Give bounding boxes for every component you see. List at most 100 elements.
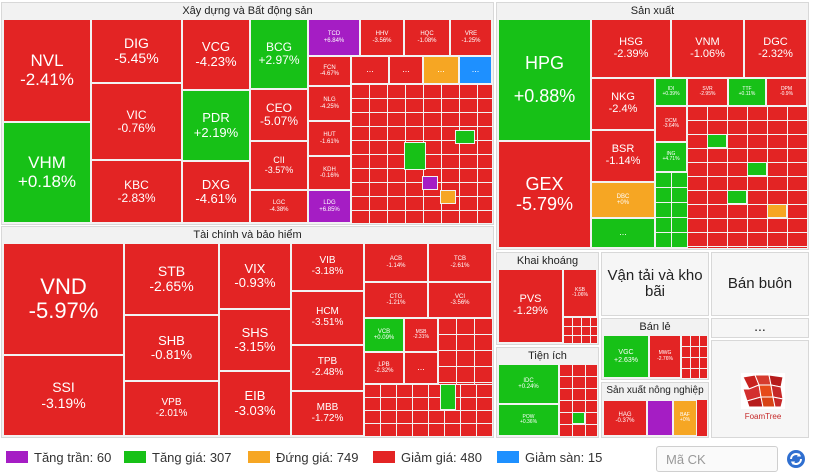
tile-symbol: VPB	[161, 396, 182, 408]
tile-DGC[interactable]: DGC -2.32%	[744, 19, 807, 78]
legend-item-tang-tran: Tăng trần: 60	[6, 448, 111, 466]
tile-VGC[interactable]: VGC +2.63%	[603, 335, 649, 378]
tile-VCI[interactable]: VCI -3.56%	[428, 282, 492, 318]
tile-HAG[interactable]: HAG -0.37%	[603, 400, 647, 436]
tile-DIG[interactable]: DIG -5.45%	[91, 19, 182, 83]
tile-BCG[interactable]: BCG +2.97%	[250, 19, 308, 89]
tile-VIB[interactable]: VIB -3.18%	[291, 243, 364, 291]
tile-IDC[interactable]: IDC +0.24%	[498, 364, 559, 404]
tile-symbol: VIC	[126, 107, 147, 122]
tile-DCM[interactable]: DCM -3.64%	[655, 106, 687, 142]
tile-change: -5.97%	[28, 298, 99, 323]
tile-STB[interactable]: STB -2.65%	[124, 243, 219, 315]
tile-VND[interactable]: VND -5.97%	[3, 243, 124, 355]
tile-VHM[interactable]: VHM +0.18%	[3, 122, 91, 223]
tile-purple-minor[interactable]	[647, 400, 673, 436]
tile-SSI[interactable]: SSI -3.19%	[3, 355, 124, 436]
tile-VCG[interactable]: VCG -4.23%	[182, 19, 250, 90]
tile-HCM[interactable]: HCM -3.51%	[291, 291, 364, 345]
tile-more[interactable]: ...	[389, 56, 423, 84]
tile-VRE[interactable]: VRE -1.25%	[450, 19, 492, 56]
minor-tiles-khai-khoang	[563, 317, 597, 343]
tile-KBC[interactable]: KBC -2.83%	[91, 160, 182, 223]
tile-change: -4.61%	[195, 191, 237, 206]
refresh-icon[interactable]	[786, 449, 806, 469]
tile-more[interactable]: ...	[351, 56, 389, 84]
tile-HUT[interactable]: HUT -1.61%	[308, 121, 351, 156]
tile-change: -3.57%	[264, 164, 294, 175]
tile-HSG[interactable]: HSG -2.39%	[591, 19, 671, 78]
minor-green-tile	[707, 134, 727, 148]
tile-LPB[interactable]: LPB -2.32%	[364, 352, 404, 384]
tile-change: +0.11%	[738, 91, 756, 97]
sector-ban-buon[interactable]: Bán buôn	[711, 252, 809, 316]
tile-SHS[interactable]: SHS -3.15%	[219, 309, 291, 371]
tile-HQC[interactable]: HQC -1.08%	[404, 19, 450, 56]
tile-KSB[interactable]: KSB -1.06%	[563, 269, 597, 317]
tile-ACB[interactable]: ACB -1.14%	[364, 243, 428, 282]
tile-VCB[interactable]: VCB +0.09%	[364, 318, 404, 352]
tile-change: -2.39%	[613, 47, 649, 60]
tile-change: -2.65%	[149, 278, 194, 294]
tile-more[interactable]: ...	[404, 352, 438, 384]
tile-CEO[interactable]: CEO -5.07%	[250, 89, 308, 141]
legend-item-dung-gia: Đứng giá: 749	[248, 448, 358, 466]
tile-HHV[interactable]: HHV -3.56%	[360, 19, 404, 56]
tile-EIB[interactable]: EIB -3.03%	[219, 371, 291, 436]
tile-symbol: TTF	[742, 85, 752, 92]
tile-change: +2.97%	[258, 53, 300, 67]
tile-LGC[interactable]: LGC -4.38%	[250, 190, 308, 223]
tile-change: +2.19%	[193, 124, 239, 140]
tile-LDG[interactable]: LDG +6.85%	[308, 190, 351, 223]
sector-van-tai[interactable]: Vận tải và kho bãi	[601, 252, 709, 316]
tile-CTG[interactable]: CTG -1.21%	[364, 282, 428, 318]
tile-change: -0.76%	[117, 120, 156, 135]
tile-KDH[interactable]: KDH -0.16%	[308, 156, 351, 190]
tile-PVS[interactable]: PVS -1.29%	[498, 269, 563, 343]
tile-more[interactable]: ...	[459, 56, 492, 84]
tile-VPB[interactable]: VPB -2.01%	[124, 381, 219, 436]
tile-change: -1.14%	[386, 262, 406, 269]
tile-CII[interactable]: CII -3.57%	[250, 141, 308, 190]
tile-more[interactable]: ...	[591, 218, 655, 248]
tile-TTF[interactable]: TTF +0.11%	[728, 78, 766, 106]
tile-MBB[interactable]: MBB -1.72%	[291, 391, 364, 436]
tile-DPM[interactable]: DPM -0.9%	[766, 78, 807, 106]
tile-BSR[interactable]: BSR -1.14%	[591, 130, 655, 182]
tile-MWG[interactable]: MWG -2.76%	[649, 335, 681, 378]
tile-change: -3.51%	[311, 317, 344, 328]
tile-SVR[interactable]: SVR -2.95%	[687, 78, 728, 106]
minor-tiles-tai-chinh	[438, 318, 492, 384]
tile-MSB[interactable]: MSB -2.31%	[404, 318, 438, 352]
tile-more[interactable]: ...	[423, 56, 459, 84]
tile-NVL[interactable]: NVL -2.41%	[3, 19, 91, 122]
tile-change: -3.18%	[311, 266, 344, 277]
tile-SHB[interactable]: SHB -0.81%	[124, 315, 219, 381]
tile-change: -2.4%	[608, 103, 638, 115]
tile-NLG[interactable]: NLG -4.25%	[308, 86, 351, 121]
tile-VIC[interactable]: VIC -0.76%	[91, 83, 182, 160]
stock-code-search-input[interactable]	[656, 446, 778, 472]
tile-TPB[interactable]: TPB -2.48%	[291, 345, 364, 391]
tile-DXG[interactable]: DXG -4.61%	[182, 161, 250, 223]
tile-TCD[interactable]: TCD +6.84%	[308, 19, 360, 56]
tile-NKG[interactable]: NKG -2.4%	[591, 78, 655, 130]
tile-HPG[interactable]: HPG +0.88%	[498, 19, 591, 141]
tile-PDR[interactable]: PDR +2.19%	[182, 90, 250, 161]
tile-VNM[interactable]: VNM -1.06%	[671, 19, 744, 78]
tile-TCB[interactable]: TCB -2.61%	[428, 243, 492, 282]
tile-GEX[interactable]: GEX -5.79%	[498, 141, 591, 248]
tile-change: -2.41%	[20, 69, 74, 89]
tile-IDI[interactable]: IDI +0.39%	[655, 78, 687, 106]
tile-VIX[interactable]: VIX -0.93%	[219, 243, 291, 309]
tile-ING[interactable]: ING +4.71%	[655, 142, 687, 172]
legend-swatch	[373, 451, 395, 463]
tile-symbol: ING	[666, 150, 676, 157]
legend-swatch	[248, 451, 270, 463]
tile-POW[interactable]: POW +0.36%	[498, 404, 559, 436]
tile-BAF[interactable]: BAF +0%	[673, 400, 697, 436]
tile-FCN[interactable]: FCN -4.67%	[308, 56, 351, 86]
tile-DBC[interactable]: DBC +0%	[591, 182, 655, 218]
sector-other[interactable]: ...	[711, 318, 809, 338]
tile-symbol: VIX	[244, 260, 266, 276]
